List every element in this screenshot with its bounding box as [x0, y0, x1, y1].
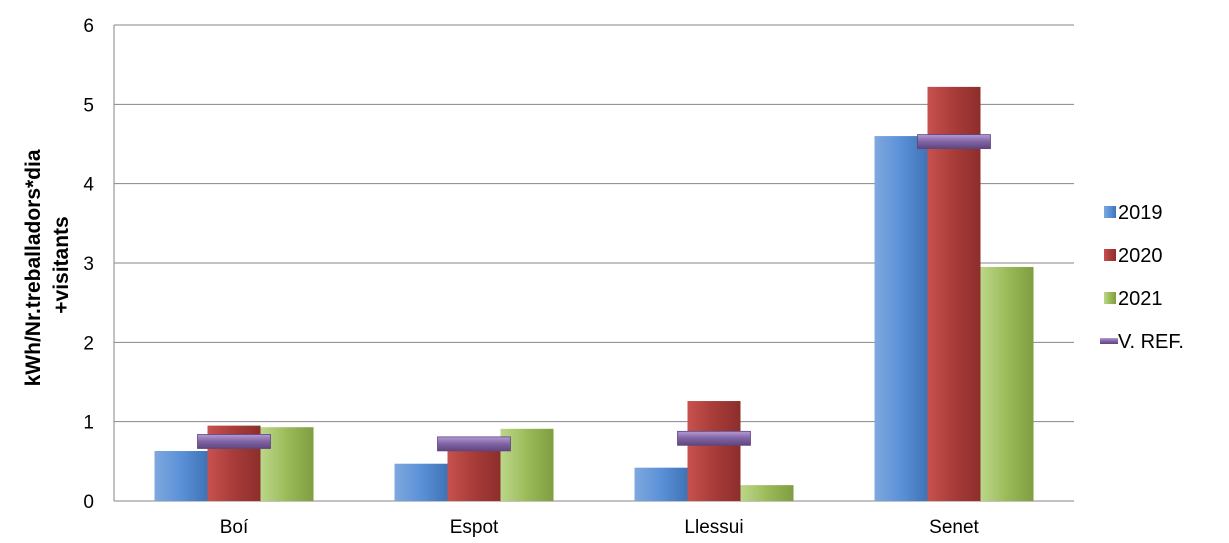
legend-swatch-2019	[1104, 206, 1116, 218]
x-tick-label: Senet	[929, 517, 979, 538]
y-tick-label: 2	[83, 333, 94, 354]
bar-2019-Boí	[154, 451, 208, 501]
x-tick-label: Boí	[220, 517, 249, 538]
bars	[154, 86, 1034, 502]
y-tick-label: 3	[83, 254, 94, 275]
gridlines	[113, 24, 1074, 502]
y-axis-label: kWh/Nr.treballadors*dia +visitants	[22, 144, 73, 387]
y-tick-label: 6	[83, 16, 94, 37]
bar-2021-Senet	[980, 266, 1034, 501]
reference-markers	[197, 134, 991, 452]
legend-label: V. REF.	[1118, 331, 1184, 353]
bar-2019-Llessui	[634, 467, 688, 501]
y-axis-ticks: 0 1 2 3 4 5 6	[83, 16, 94, 513]
reference-marker-Boí	[197, 434, 271, 449]
bar-2019-Senet	[874, 136, 928, 502]
x-tick-label: Llessui	[684, 517, 743, 538]
x-tick-label: Espot	[450, 517, 499, 538]
y-tick-label: 5	[83, 95, 94, 116]
reference-marker-Senet	[917, 134, 991, 150]
y-tick-label: 1	[83, 413, 94, 434]
legend-swatch-2020	[1104, 249, 1116, 261]
legend: 2019 2020 2021 V. REF.	[1100, 202, 1184, 353]
reference-marker-Espot	[437, 436, 511, 452]
bar-2021-Llessui	[740, 485, 794, 501]
legend-swatch-ref	[1100, 338, 1118, 344]
bar-2020-Senet	[927, 86, 981, 501]
y-tick-label: 4	[83, 175, 94, 196]
y-axis-label-line-1: kWh/Nr.treballadors*dia	[22, 149, 45, 386]
legend-label: 2020	[1118, 245, 1163, 267]
legend-label: 2021	[1118, 288, 1163, 310]
bar-2019-Espot	[394, 463, 448, 501]
legend-swatch-2021	[1104, 292, 1116, 304]
x-axis-ticks: Boí Espot Llessui Senet	[220, 517, 980, 538]
legend-label: 2019	[1118, 202, 1163, 224]
y-tick-label: 0	[83, 492, 94, 513]
bar-2020-Llessui	[687, 401, 741, 501]
reference-marker-Llessui	[677, 430, 751, 446]
y-axis-label-line-2: +visitants	[50, 216, 73, 313]
